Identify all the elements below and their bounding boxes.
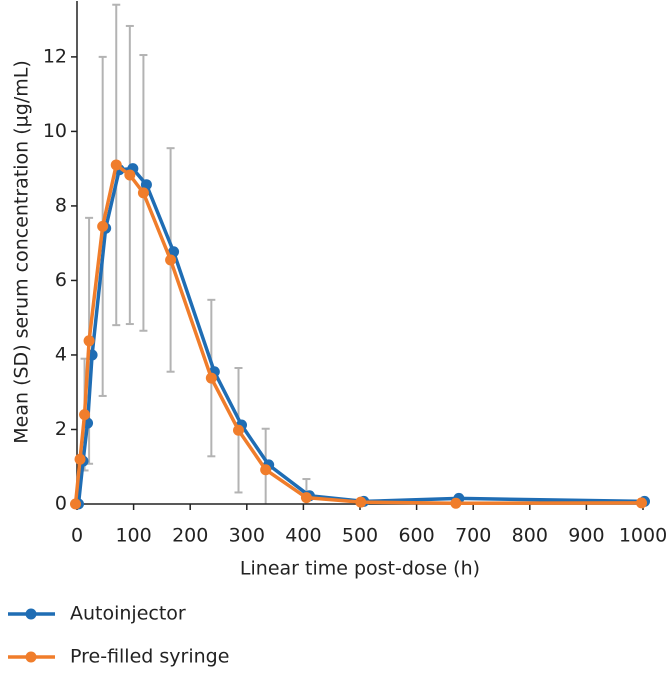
y-tick-label: 8 <box>55 194 67 216</box>
y-axis-title: Mean (SD) serum concentration (µg/mL) <box>11 60 33 443</box>
legend-label: Autoinjector <box>70 603 186 625</box>
data-point <box>97 220 109 232</box>
legend-marker <box>25 651 37 663</box>
x-tick-label: 300 <box>229 525 265 547</box>
data-point <box>355 496 367 508</box>
x-tick-label: 400 <box>285 525 321 547</box>
legend-label: Pre-filled syringe <box>70 646 229 668</box>
x-tick-label: 800 <box>512 525 548 547</box>
x-tick-label: 1000 <box>619 525 667 547</box>
x-tick-label: 900 <box>568 525 604 547</box>
data-point <box>137 187 149 199</box>
data-point <box>450 497 462 509</box>
x-tick-label: 500 <box>342 525 378 547</box>
data-point <box>260 464 272 476</box>
y-tick-label: 12 <box>43 45 67 67</box>
data-point <box>205 372 217 384</box>
data-point <box>300 492 312 504</box>
data-point <box>74 453 86 465</box>
x-tick-label: 700 <box>455 525 491 547</box>
y-tick-label: 2 <box>55 418 67 440</box>
y-tick-label: 4 <box>55 343 67 365</box>
x-tick-label: 600 <box>398 525 434 547</box>
data-point <box>83 335 95 347</box>
x-axis-title: Linear time post-dose (h) <box>240 558 480 580</box>
legend-marker <box>25 608 37 620</box>
data-point <box>124 169 136 181</box>
data-point <box>636 497 647 509</box>
x-tick-label: 100 <box>115 525 151 547</box>
x-tick-label: 0 <box>71 525 83 547</box>
y-tick-label: 0 <box>55 493 67 515</box>
y-tick-label: 10 <box>43 120 67 142</box>
error-bars <box>80 3 311 504</box>
series-line <box>76 166 645 505</box>
data-point <box>70 498 81 510</box>
data-point <box>110 159 122 171</box>
data-point <box>165 254 177 266</box>
data-point <box>233 424 245 436</box>
data-point <box>79 409 91 421</box>
x-tick-label: 200 <box>172 525 208 547</box>
y-tick-label: 6 <box>55 269 67 291</box>
series-line <box>73 163 642 506</box>
